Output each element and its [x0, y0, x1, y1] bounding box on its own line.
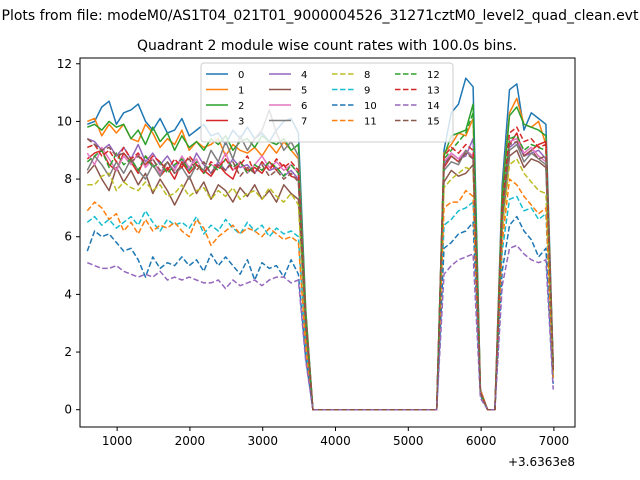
x-tick-label: 3000 — [247, 434, 278, 448]
y-tick-label: 4 — [64, 287, 72, 301]
y-tick-label: 0 — [64, 403, 72, 417]
legend-label: 3 — [238, 117, 244, 128]
x-tick-label: 5000 — [393, 434, 424, 448]
legend-box — [200, 62, 454, 143]
x-tick-label: 1000 — [102, 434, 133, 448]
series-line-14 — [87, 244, 554, 411]
legend-label: 0 — [238, 70, 244, 81]
y-tick-label: 10 — [57, 114, 72, 128]
x-tick-label: 2000 — [175, 434, 206, 448]
x-tick-label: 4000 — [320, 434, 351, 448]
legend-label: 1 — [238, 86, 244, 97]
legend-label: 13 — [427, 86, 440, 97]
series-line-11 — [86, 178, 554, 411]
legend-label: 14 — [427, 101, 440, 112]
legend-label: 11 — [364, 117, 377, 128]
legend-label: 2 — [238, 101, 244, 112]
legend-label: 8 — [364, 70, 370, 81]
x-offset-label: +3.6363e8 — [508, 455, 575, 469]
legend-label: 7 — [301, 117, 307, 128]
series-lines — [86, 77, 554, 411]
x-tick-label: 7000 — [539, 434, 570, 448]
legend-label: 10 — [364, 101, 377, 112]
x-tick-label: 6000 — [466, 434, 497, 448]
legend-label: 5 — [301, 86, 307, 97]
y-tick-label: 8 — [64, 172, 72, 186]
legend-label: 4 — [301, 70, 307, 81]
y-tick-label: 12 — [57, 57, 72, 71]
series-line-12 — [86, 112, 554, 411]
chart-title: Quadrant 2 module wise count rates with … — [137, 38, 517, 54]
legend-label: 12 — [427, 70, 440, 81]
series-line-15 — [86, 138, 554, 411]
legend-label: 15 — [427, 117, 440, 128]
y-tick-label: 6 — [64, 230, 72, 244]
y-tick-label: 2 — [64, 345, 72, 359]
figure-suptitle: Plots from file: modeM0/AS1T04_021T01_90… — [2, 8, 639, 24]
plot-frame — [79, 57, 576, 428]
legend-label: 9 — [364, 86, 370, 97]
legend-label: 6 — [301, 101, 307, 112]
